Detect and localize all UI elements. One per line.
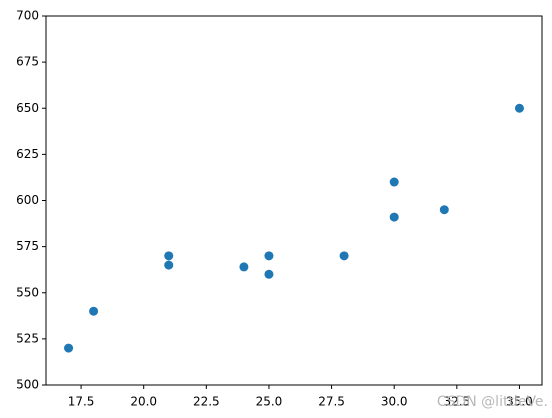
scatter-point [64,343,74,353]
x-tick-label: 35.0 [506,395,533,409]
x-tick-label: 27.5 [318,395,345,409]
scatter-point [239,262,249,272]
scatter-point [264,251,274,261]
scatter-point [89,306,99,316]
scatter-point [439,205,449,215]
y-tick-label: 675 [16,55,39,69]
y-tick-label: 525 [16,331,39,345]
x-tick-label: 25.0 [256,395,283,409]
scatter-point [339,251,349,261]
y-tick-label: 625 [16,147,39,161]
y-tick-label: 550 [16,285,39,299]
plot-frame [45,15,543,386]
y-tick-label: 500 [16,378,39,392]
scatter-point [389,212,399,222]
x-tick-label: 17.5 [68,395,95,409]
scatter-point [164,260,174,270]
y-tick-label: 600 [16,193,39,207]
scatter-point [514,103,524,113]
scatter-point [389,177,399,187]
x-tick-label: 32.5 [443,395,470,409]
y-tick-label: 650 [16,101,39,115]
scatter-point [264,269,274,279]
y-tick-label: 575 [16,239,39,253]
x-tick-label: 22.5 [193,395,220,409]
x-tick-label: 30.0 [381,395,408,409]
x-tick-label: 20.0 [130,395,157,409]
scatter-point [164,251,174,261]
y-tick-label: 700 [16,9,39,23]
watermark: CSDN @littleVe. [437,394,548,410]
